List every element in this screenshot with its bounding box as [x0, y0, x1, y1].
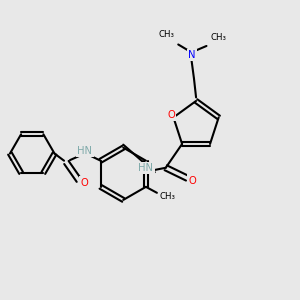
Text: O: O: [80, 178, 88, 188]
Text: O: O: [189, 176, 196, 185]
Text: O: O: [167, 110, 175, 120]
Text: CH₃: CH₃: [160, 192, 176, 201]
Text: HN: HN: [77, 146, 92, 156]
Text: N: N: [188, 50, 195, 60]
Text: CH₃: CH₃: [158, 30, 174, 39]
Text: CH₃: CH₃: [210, 33, 226, 42]
Text: HN: HN: [138, 163, 153, 173]
